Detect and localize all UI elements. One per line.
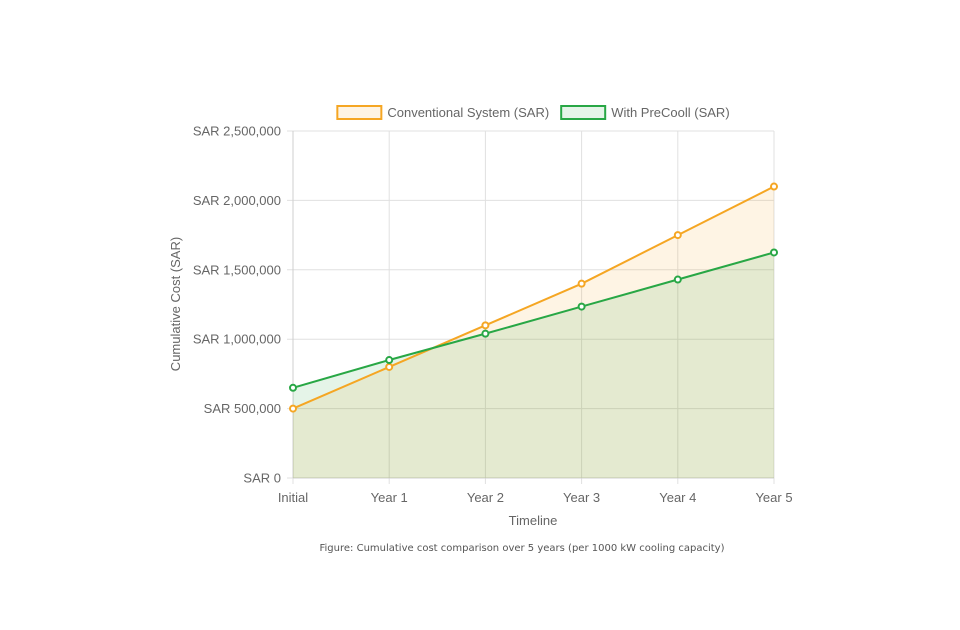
y-tick-label: SAR 1,500,000	[193, 262, 281, 277]
y-axis-ticks: SAR 0 SAR 500,000 SAR 1,000,000 SAR 1,500,0…	[193, 124, 281, 486]
x-axis-ticks: Initial Year 1 Year 2 Year 3 Year 4 Year 5	[278, 490, 793, 505]
x-axis-title: Timeline	[509, 513, 558, 528]
data-point[interactable]	[481, 329, 490, 338]
series-lines	[292, 185, 775, 410]
series-line-2	[292, 251, 775, 389]
series-points	[289, 182, 778, 413]
legend-swatch	[560, 105, 607, 120]
x-tick-label: Year 2	[467, 490, 504, 505]
x-tick-label: Year 3	[563, 490, 600, 505]
x-tick-label: Year 5	[755, 490, 792, 505]
series-areas	[293, 186, 774, 478]
data-point[interactable]	[673, 231, 682, 240]
series-line-1	[292, 185, 775, 410]
x-tick-label: Initial	[278, 490, 308, 505]
y-tick-label: SAR 2,500,000	[193, 124, 281, 139]
legend[interactable]: Conventional System (SAR) With PreCooll (…	[336, 105, 730, 120]
legend-label: With PreCooll (SAR)	[611, 105, 729, 120]
y-tick-label: SAR 0	[243, 471, 281, 486]
y-tick-label: SAR 1,000,000	[193, 332, 281, 347]
y-axis-title: Cumulative Cost (SAR)	[168, 237, 183, 371]
data-point[interactable]	[289, 383, 297, 392]
series-area-2	[293, 252, 774, 478]
legend-label: Conventional System (SAR)	[387, 105, 549, 120]
data-point[interactable]	[770, 248, 778, 257]
y-tick-label: SAR 2,000,000	[193, 193, 281, 208]
legend-swatch	[336, 105, 383, 120]
data-point[interactable]	[481, 321, 490, 330]
figure-caption: Figure: Cumulative cost comparison over …	[319, 543, 725, 554]
y-tick-label: SAR 500,000	[204, 401, 281, 416]
data-point[interactable]	[577, 279, 586, 288]
data-point[interactable]	[770, 182, 778, 191]
data-point[interactable]	[289, 404, 297, 413]
data-point[interactable]	[673, 275, 682, 284]
series-area-1	[293, 186, 774, 478]
data-point[interactable]	[385, 362, 394, 371]
x-tick-label: Year 4	[659, 490, 696, 505]
data-point[interactable]	[385, 356, 394, 365]
x-tick-label: Year 1	[371, 490, 408, 505]
data-point[interactable]	[577, 302, 586, 311]
